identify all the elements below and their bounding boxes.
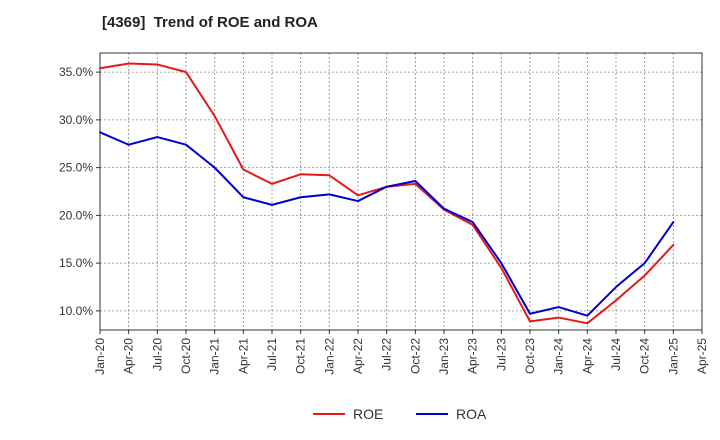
x-tick-label: Jul-24 bbox=[609, 338, 623, 371]
x-tick-label: Apr-24 bbox=[580, 338, 594, 374]
legend-label-roa: ROA bbox=[456, 406, 487, 422]
x-tick-label: Jan-24 bbox=[552, 338, 566, 375]
legend: ROE ROA bbox=[313, 406, 487, 422]
x-tick-label: Apr-20 bbox=[122, 338, 136, 374]
y-tick-label: 35.0% bbox=[59, 65, 93, 79]
x-tick-label: Jan-23 bbox=[437, 338, 451, 375]
x-tick-label: Apr-25 bbox=[695, 338, 709, 374]
x-tick-label: Oct-20 bbox=[179, 338, 193, 374]
y-tick-label: 10.0% bbox=[59, 304, 93, 318]
x-tick-label: Jul-22 bbox=[380, 338, 394, 371]
series-layer bbox=[99, 62, 675, 325]
plot-background bbox=[100, 53, 702, 330]
grid-layer bbox=[100, 53, 702, 330]
x-tick-label: Jan-21 bbox=[208, 338, 222, 375]
y-tick-label: 30.0% bbox=[59, 113, 93, 127]
x-tick-label: Jul-20 bbox=[150, 338, 164, 371]
legend-label-roe: ROE bbox=[353, 406, 383, 422]
x-tick-label: Jul-23 bbox=[494, 338, 508, 371]
x-tick-label: Oct-21 bbox=[294, 338, 308, 374]
y-tick-label: 15.0% bbox=[59, 256, 93, 270]
x-tick-label: Apr-21 bbox=[236, 338, 250, 374]
y-tick-label: 25.0% bbox=[59, 161, 93, 175]
x-tick-label: Jan-20 bbox=[93, 338, 107, 375]
x-tick-label: Jan-22 bbox=[322, 338, 336, 375]
x-tick-label: Jul-21 bbox=[265, 338, 279, 371]
x-tick-label: Oct-22 bbox=[408, 338, 422, 374]
chart-title: [4369] Trend of ROE and ROA bbox=[102, 14, 318, 31]
x-tick-label: Oct-23 bbox=[523, 338, 537, 374]
x-tick-label: Apr-23 bbox=[466, 338, 480, 374]
series-line-roa bbox=[99, 131, 675, 317]
y-axis: 10.0% 15.0% 20.0% 25.0% 30.0% 35.0% bbox=[59, 65, 100, 318]
y-tick-label: 20.0% bbox=[59, 208, 93, 222]
x-tick-label: Jan-25 bbox=[666, 338, 680, 375]
plot-border bbox=[99, 52, 703, 331]
x-tick-label: Oct-24 bbox=[638, 338, 652, 374]
x-tick-label: Apr-22 bbox=[351, 338, 365, 374]
x-axis: Jan-20 Apr-20 Jul-20 Oct-20 Jan-21 Apr-21 Jul-… bbox=[93, 330, 709, 375]
